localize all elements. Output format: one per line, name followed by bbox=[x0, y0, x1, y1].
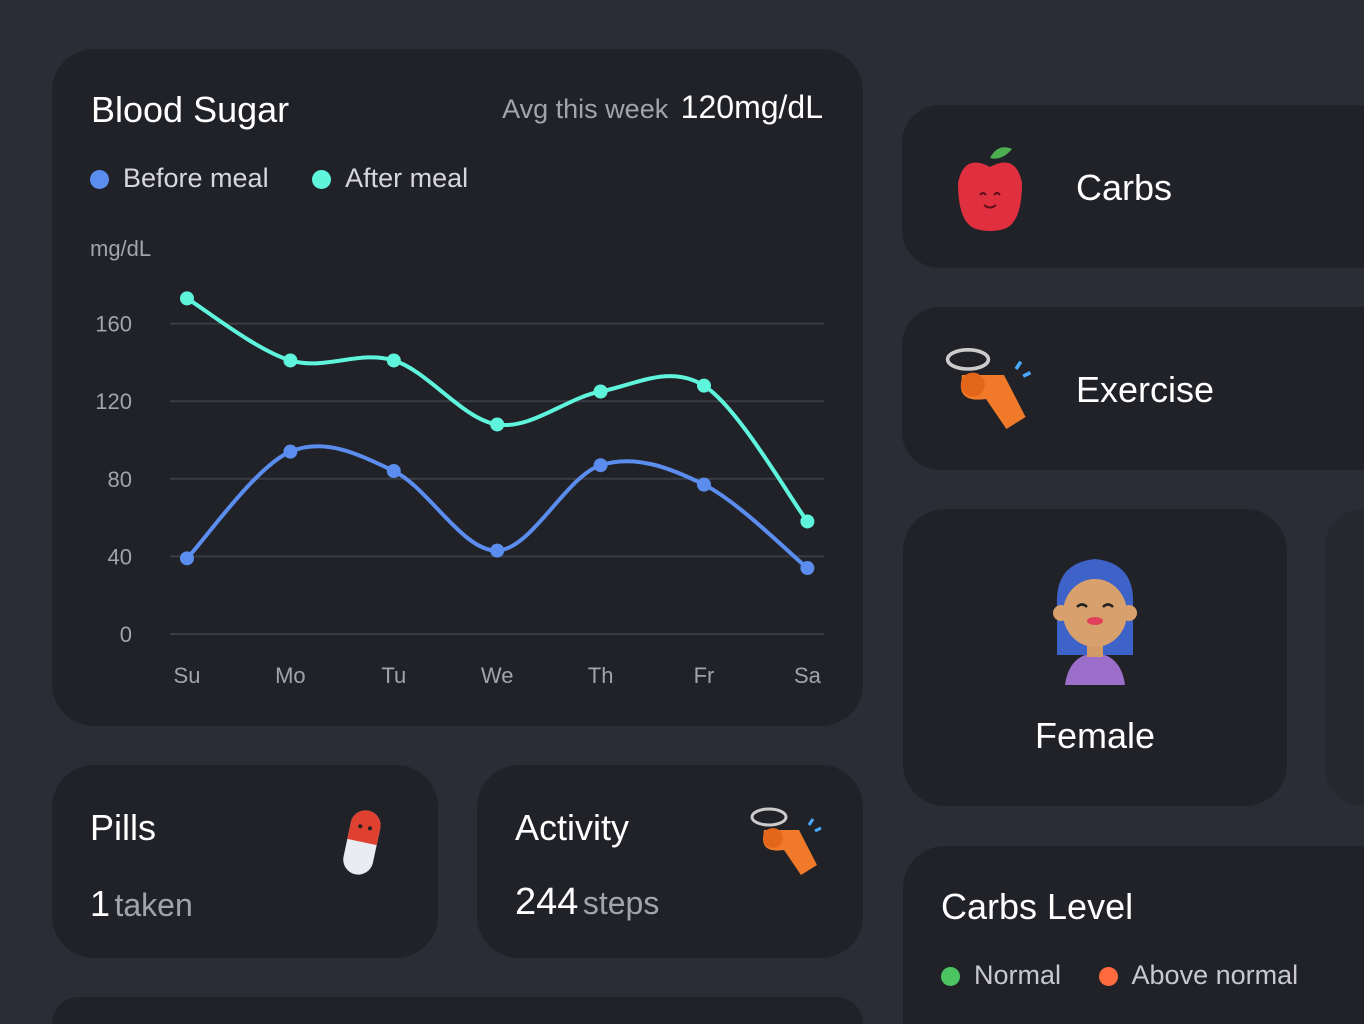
avg-label: Avg this week bbox=[502, 94, 669, 124]
blood-sugar-card: Blood Sugar Avg this week 120mg/dL Befor… bbox=[52, 49, 863, 726]
carbs-label: Carbs bbox=[1076, 167, 1173, 208]
x-tick-label: Mo bbox=[275, 663, 306, 688]
x-tick-label: Th bbox=[588, 663, 614, 688]
x-tick-label: Fr bbox=[694, 663, 715, 688]
partial-card bbox=[1325, 509, 1364, 806]
x-tick-label: Tu bbox=[381, 663, 406, 688]
gender-card[interactable]: Female bbox=[903, 509, 1287, 806]
data-point bbox=[593, 458, 608, 473]
pills-card[interactable]: Pills 1 taken bbox=[52, 765, 438, 958]
series-line bbox=[185, 296, 809, 523]
carbs-level-title: Carbs Level bbox=[941, 886, 1134, 927]
legend-dot-after bbox=[312, 170, 332, 190]
data-point bbox=[283, 444, 298, 459]
y-tick-label: 160 bbox=[95, 312, 132, 337]
chart-legend: Before meal After meal bbox=[90, 163, 468, 194]
data-point bbox=[386, 353, 401, 368]
blood-sugar-title: Blood Sugar bbox=[91, 89, 290, 130]
whistle-icon bbox=[750, 807, 822, 875]
data-point bbox=[697, 378, 711, 393]
gender-label: Female bbox=[1034, 715, 1156, 756]
y-tick-label: 40 bbox=[108, 544, 132, 569]
legend-dot-before bbox=[90, 170, 109, 190]
legend-before-meal: Before meal bbox=[123, 163, 269, 193]
female-avatar-icon bbox=[1053, 559, 1137, 685]
pills-count: 1 taken bbox=[90, 883, 193, 925]
x-tick-label: Su bbox=[174, 663, 201, 688]
y-axis-unit: mg/dL bbox=[90, 236, 152, 261]
legend-normal: Normal bbox=[974, 960, 1062, 990]
x-tick-label: Sa bbox=[794, 663, 822, 688]
data-point bbox=[593, 384, 608, 399]
pill-icon bbox=[343, 810, 381, 875]
activity-unit: steps bbox=[582, 885, 660, 921]
y-tick-label: 0 bbox=[120, 622, 132, 647]
legend-dot-normal bbox=[941, 967, 960, 987]
pills-count-value: 1 bbox=[90, 883, 111, 924]
carbs-level-card: Carbs Level Normal Above normal bbox=[903, 846, 1364, 1024]
activity-steps-value: 244 bbox=[515, 881, 579, 923]
pills-unit: taken bbox=[114, 887, 193, 923]
y-tick-label: 80 bbox=[108, 467, 132, 492]
exercise-label: Exercise bbox=[1076, 369, 1215, 410]
data-point bbox=[490, 543, 505, 558]
carbs-level-legend: Normal Above normal bbox=[941, 960, 1298, 991]
data-point bbox=[490, 417, 505, 432]
weekly-average: Avg this week 120mg/dL bbox=[502, 89, 823, 126]
data-point bbox=[800, 514, 815, 529]
data-point bbox=[697, 477, 711, 492]
data-point bbox=[386, 464, 401, 479]
apple-icon bbox=[958, 147, 1022, 231]
activity-count: 244 steps bbox=[515, 881, 659, 924]
blood-sugar-chart: 0 40 80 120 160 Su Mo Tu We Th Fr Sa bbox=[95, 291, 824, 688]
activity-card[interactable]: Activity 244 steps bbox=[477, 765, 863, 958]
x-tick-label: We bbox=[481, 663, 514, 688]
whistle-icon bbox=[945, 348, 1032, 429]
data-point bbox=[283, 353, 298, 368]
carbs-card[interactable]: Carbs bbox=[902, 105, 1364, 268]
pills-title: Pills bbox=[90, 807, 157, 848]
activity-title: Activity bbox=[515, 807, 630, 848]
bottom-card bbox=[52, 997, 863, 1024]
data-point bbox=[800, 561, 815, 576]
y-tick-label: 120 bbox=[95, 389, 132, 414]
avg-value: 120mg/dL bbox=[680, 89, 823, 125]
exercise-card[interactable]: Exercise bbox=[902, 307, 1364, 470]
data-point bbox=[180, 551, 194, 566]
legend-after-meal: After meal bbox=[345, 163, 469, 193]
data-point bbox=[180, 291, 194, 306]
legend-above-normal: Above normal bbox=[1131, 960, 1299, 990]
legend-dot-above-normal bbox=[1098, 967, 1118, 987]
